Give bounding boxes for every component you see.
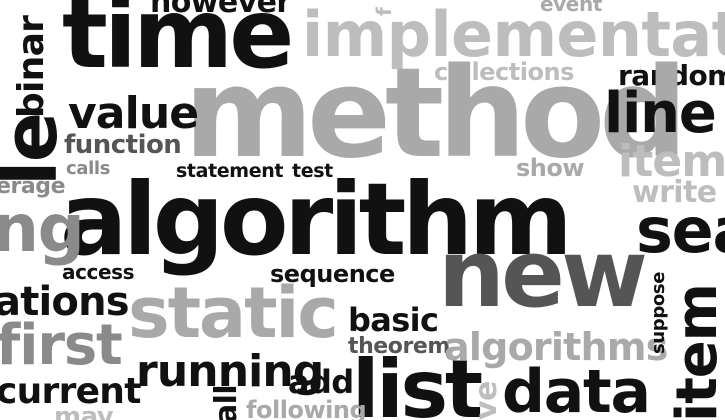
word-list: list (352, 343, 483, 420)
word-write: write (632, 175, 717, 210)
word-operations: ations (0, 279, 130, 325)
word-function: function (64, 130, 182, 160)
word-sequence: sequence (270, 260, 395, 288)
word-first: first (0, 313, 123, 378)
word-event: event (540, 0, 602, 16)
word-calls: calls (66, 158, 111, 179)
word-top-clip: f (372, 7, 396, 16)
word-data: data (502, 357, 651, 420)
word-static: static (128, 272, 339, 354)
word-add: add (288, 363, 354, 401)
word-may: may (54, 402, 114, 420)
word-ng: ng (0, 190, 85, 267)
word-following: following (246, 396, 367, 420)
word-value: value (68, 88, 199, 139)
word-method: method (184, 42, 688, 186)
word-basic: basic (348, 301, 439, 339)
word-theorem: theorem (348, 334, 450, 359)
word-new: new (438, 220, 648, 329)
word-call: all (209, 384, 244, 420)
word-item: item (665, 284, 725, 420)
word-test: test (292, 160, 333, 182)
word-implementation: implementati (302, 0, 725, 71)
word-statement: statement (176, 160, 284, 182)
word-however: however (150, 0, 291, 20)
word-show: show (516, 154, 585, 182)
word-binary: binar (11, 15, 52, 118)
word-running: running (136, 346, 324, 397)
word-line: line (604, 81, 717, 146)
word-remove: ve (469, 381, 504, 420)
word-random: random (618, 59, 725, 92)
word-collections: collections (434, 58, 574, 86)
word-algorithm: algorithm (60, 161, 573, 278)
word-current: current (0, 371, 141, 412)
word-average: erage (0, 174, 66, 199)
word-algorithms: algorithms (444, 325, 668, 369)
word-access: access (62, 260, 135, 284)
word-time: time (62, 0, 294, 90)
word-file: le (0, 113, 74, 186)
word-searching: sea (636, 194, 725, 267)
